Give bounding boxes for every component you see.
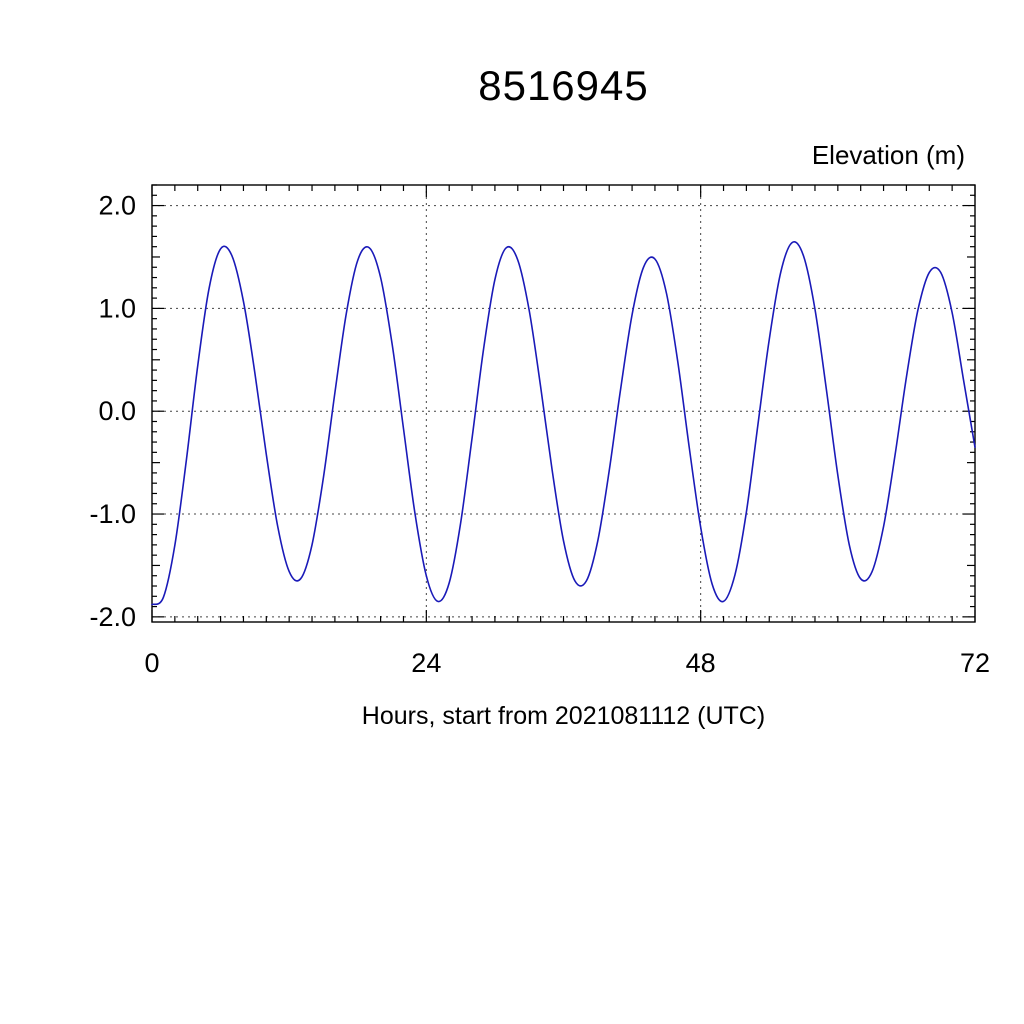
axis-ticks bbox=[151, 184, 976, 622]
svg-text:0: 0 bbox=[144, 648, 159, 678]
svg-text:-2.0: -2.0 bbox=[89, 602, 136, 632]
svg-text:1.0: 1.0 bbox=[98, 293, 136, 323]
svg-text:24: 24 bbox=[411, 648, 441, 678]
svg-text:-1.0: -1.0 bbox=[89, 499, 136, 529]
plot-frame bbox=[151, 184, 976, 623]
x-axis-label: Hours, start from 2021081112 (UTC) bbox=[361, 702, 766, 730]
chart-title: 8516945 bbox=[478, 62, 649, 109]
svg-text:72: 72 bbox=[960, 648, 990, 678]
y-axis-label: Elevation (m) bbox=[811, 140, 965, 170]
x-tick-labels: 0 24 48 72 bbox=[144, 648, 990, 678]
svg-text:48: 48 bbox=[686, 648, 716, 678]
tide-curve bbox=[151, 241, 976, 606]
svg-text:0.0: 0.0 bbox=[98, 396, 136, 426]
y-tick-labels: -2.0 -1.0 0.0 1.0 2.0 bbox=[89, 191, 136, 632]
svg-text:2.0: 2.0 bbox=[98, 191, 136, 221]
